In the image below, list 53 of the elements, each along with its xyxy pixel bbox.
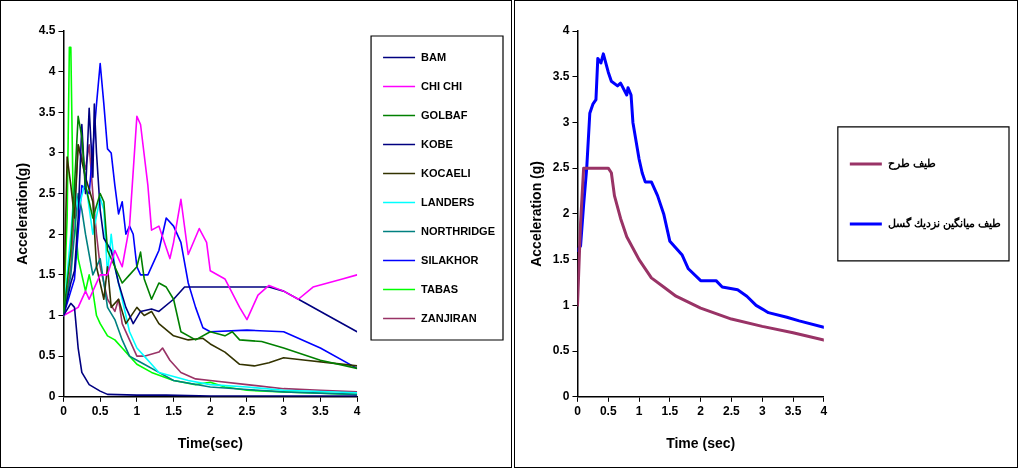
x-tick-label: 0 bbox=[574, 404, 582, 419]
x-tick-label: 3.5 bbox=[312, 404, 330, 419]
x-axis-title: Time (sec) bbox=[666, 435, 736, 452]
x-tick-label: 2.5 bbox=[238, 404, 256, 419]
y-tick-label: 0.5 bbox=[552, 343, 570, 358]
y-tick-label: 2.5 bbox=[552, 160, 570, 175]
x-tick-label: 1 bbox=[133, 404, 141, 419]
x-tick-label: 0 bbox=[60, 404, 68, 419]
x-tick-label: 3 bbox=[280, 404, 288, 419]
legend-label: KOBE bbox=[421, 137, 453, 150]
y-tick-label: 3 bbox=[562, 114, 570, 129]
y-tick-label: 0.5 bbox=[38, 348, 56, 363]
y-tick-label: 4 bbox=[48, 63, 56, 78]
legend-label: TABAS bbox=[421, 282, 459, 295]
y-tick-label: 1.5 bbox=[38, 267, 56, 282]
x-tick-label: 3 bbox=[758, 404, 766, 419]
y-tick-label: 1 bbox=[48, 307, 56, 322]
x-tick-label: 1.5 bbox=[165, 404, 183, 419]
x-tick-label: 2.5 bbox=[723, 404, 741, 419]
y-tick-label: 3 bbox=[48, 145, 56, 160]
y-tick-label: 4 bbox=[562, 23, 570, 38]
x-tick-label: 4 bbox=[820, 404, 828, 419]
y-tick-label: 2 bbox=[562, 206, 570, 221]
y-tick-label: 0 bbox=[562, 389, 570, 404]
x-tick-label: 1 bbox=[635, 404, 643, 419]
legend-label: طيف ميانگين نزديك گسل bbox=[887, 215, 1001, 230]
legend-label: طيف طرح bbox=[887, 156, 936, 170]
x-tick-label: 1.5 bbox=[661, 404, 679, 419]
legend-label: GOLBAF bbox=[421, 108, 468, 121]
legend-label: ZANJIRAN bbox=[421, 311, 477, 324]
legend-label: CHI CHI bbox=[421, 79, 463, 92]
x-axis-title: Time(sec) bbox=[177, 435, 243, 452]
x-tick-label: 3.5 bbox=[784, 404, 802, 419]
x-tick-label: 0.5 bbox=[91, 404, 109, 419]
legend-label: LANDERS bbox=[421, 195, 475, 208]
y-tick-label: 1 bbox=[562, 297, 570, 312]
legend-label: SILAKHOR bbox=[421, 253, 479, 266]
y-tick-label: 2 bbox=[48, 226, 56, 241]
x-tick-label: 2 bbox=[697, 404, 705, 419]
legend-label: NORTHRIDGE bbox=[421, 224, 496, 237]
y-axis-title: Acceleration(g) bbox=[14, 162, 31, 265]
y-axis-title: Acceleration (g) bbox=[528, 160, 545, 267]
legend-label: KOCAELI bbox=[421, 166, 471, 179]
legend-label: BAM bbox=[421, 50, 447, 63]
y-tick-label: 1.5 bbox=[552, 251, 570, 266]
y-tick-label: 2.5 bbox=[38, 185, 56, 200]
y-tick-label: 3.5 bbox=[38, 104, 56, 119]
x-tick-label: 2 bbox=[206, 404, 214, 419]
y-tick-label: 4.5 bbox=[38, 23, 56, 38]
y-tick-label: 3.5 bbox=[552, 69, 570, 84]
y-tick-label: 0 bbox=[48, 389, 56, 404]
x-tick-label: 4 bbox=[353, 404, 361, 419]
x-tick-label: 0.5 bbox=[599, 404, 617, 419]
